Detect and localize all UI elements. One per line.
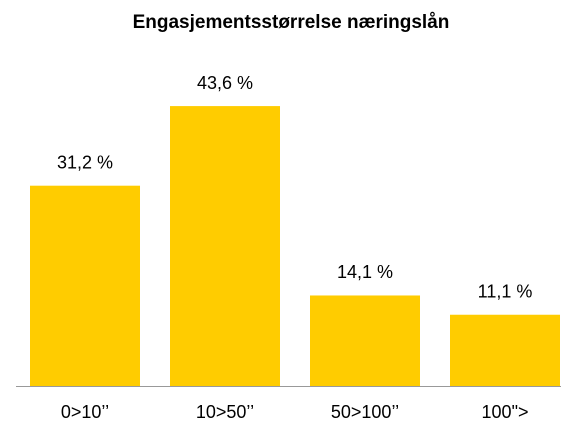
bar [30, 185, 140, 386]
x-tick-label: 50>100’’ [331, 402, 399, 422]
data-label: 43,6 % [197, 73, 253, 93]
bar [450, 314, 560, 386]
x-tick-label: 0>10’’ [61, 402, 109, 422]
data-label: 31,2 % [57, 152, 113, 172]
x-tick-label: 10>50’’ [196, 402, 254, 422]
data-label: 14,1 % [337, 262, 393, 282]
bar [310, 295, 420, 386]
data-label: 11,1 % [478, 281, 533, 301]
bar [170, 106, 280, 386]
chart-title: Engasjementsstørrelse næringslån [133, 12, 450, 33]
x-tick-label: 100"> [482, 402, 529, 422]
